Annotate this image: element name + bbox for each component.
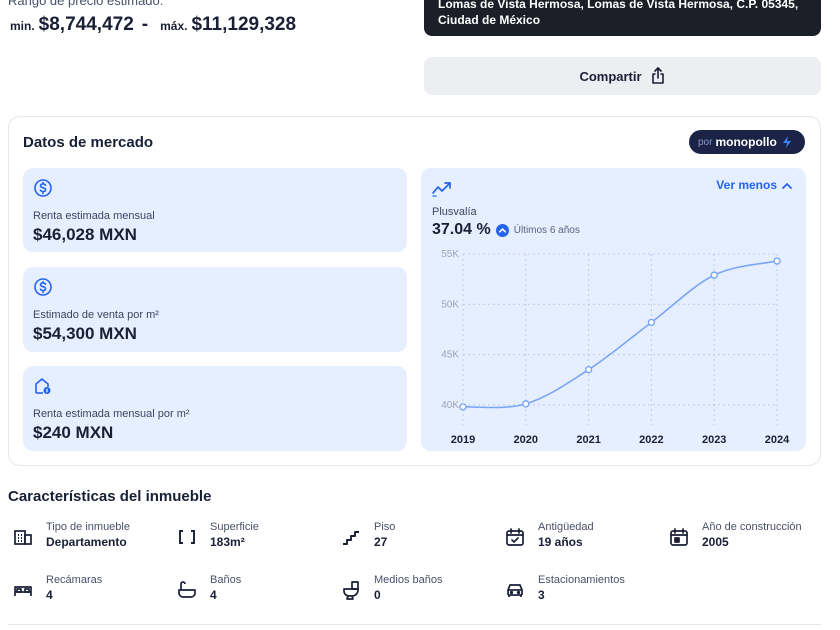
address-line-2: Ciudad de México: [438, 13, 541, 27]
ver-menos-label: Ver menos: [716, 178, 777, 192]
address-line-1: Lomas de Vista Hermosa, Lomas de Vista H…: [438, 0, 799, 11]
min-price: $8,744,472: [38, 14, 134, 35]
max-prefix: máx.: [160, 19, 188, 33]
building-icon: [14, 530, 32, 545]
feature-label: Piso: [374, 521, 396, 533]
plusvalia-chart: 40K 45K 50K 55K 2019 2020 2021 2022 2023 2024: [441, 249, 790, 446]
section-divider: [8, 624, 821, 625]
x-tick-label: 2024: [765, 434, 790, 446]
x-tick-label: 2021: [576, 434, 600, 446]
chevron-up-icon: [782, 182, 792, 189]
feature-value: 19 años: [538, 535, 583, 549]
bolt-icon: [782, 136, 791, 148]
feature-label: Superficie: [210, 521, 259, 533]
feature-half-baths: Medios baños 0: [340, 573, 443, 603]
market-data-title: Datos de mercado: [23, 134, 154, 151]
share-button[interactable]: Compartir: [424, 57, 821, 95]
area-bracket-icon: [179, 530, 195, 544]
card-value: $46,028 MXN: [33, 225, 137, 244]
plusvalia-card: Ver menos Plusvalía 37.04 % Últimos 6 añ…: [421, 168, 806, 451]
card-label: Estimado de venta por m²: [33, 309, 159, 321]
calendar-icon: [670, 528, 688, 546]
share-label: Compartir: [579, 68, 642, 84]
data-point: [710, 271, 718, 279]
x-tick-label: 2022: [639, 434, 663, 446]
feature-parking: Estacionamientos 3: [504, 573, 625, 603]
feature-age: Antigüedad 19 años: [504, 520, 594, 550]
feature-label: Antigüedad: [538, 521, 594, 533]
trend-up-icon: [432, 182, 451, 197]
plusvalia-label: Plusvalía: [432, 206, 477, 218]
data-point: [647, 318, 656, 327]
card-label: Renta estimada mensual: [33, 210, 155, 222]
data-point: [459, 403, 467, 411]
data-point: [773, 257, 781, 265]
feature-value: 183m²: [210, 535, 245, 549]
max-price: $11,129,328: [191, 14, 297, 35]
price-separator: -: [141, 14, 149, 35]
sale-per-m2-card: Estimado de venta por m² $54,300 MXN: [23, 267, 407, 352]
feature-construction-year: Año de construcción 2005: [668, 520, 802, 550]
data-point: [522, 400, 530, 408]
feature-label: Tipo de inmueble: [46, 521, 130, 533]
card-value: $54,300 MXN: [33, 324, 137, 343]
plusvalia-period: Últimos 6 años: [513, 224, 580, 236]
car-icon: [507, 584, 523, 597]
feature-label: Medios baños: [374, 574, 443, 586]
feature-label: Estacionamientos: [538, 574, 625, 586]
stairs-icon: [343, 531, 359, 545]
feature-value: 2005: [702, 535, 729, 549]
arrow-up-circle-icon: [495, 223, 509, 237]
calendar-check-icon: [506, 528, 524, 546]
feature-label: Año de construcción: [702, 521, 802, 533]
feature-bathrooms: Baños 4: [176, 573, 241, 603]
share-icon: [651, 67, 664, 84]
card-label: Renta estimada mensual por m²: [33, 408, 190, 420]
series-line: [462, 260, 778, 409]
feature-label: Baños: [210, 574, 242, 586]
min-prefix: min.: [10, 19, 35, 33]
feature-floor: Piso 27: [340, 520, 395, 550]
feature-value: 0: [374, 588, 381, 602]
feature-bedrooms: Recámaras 4: [12, 573, 102, 603]
provider-badge: por monopollo: [689, 130, 805, 154]
y-tick-label: 45K: [441, 350, 459, 361]
y-tick-label: 50K: [441, 299, 459, 310]
toilet-icon: [343, 581, 359, 600]
location-card[interactable]: Lomas de Vista Hermosa, Lomas de Vista H…: [424, 0, 821, 36]
badge-prefix: por: [698, 136, 713, 148]
feature-value: Departamento: [46, 535, 127, 549]
bed-icon: [14, 586, 32, 596]
dollar-circle-icon: [34, 179, 52, 197]
dollar-circle-icon: [34, 278, 52, 296]
rent-monthly-card: Renta estimada mensual $46,028 MXN: [23, 168, 407, 252]
house-dollar-icon: [35, 378, 51, 394]
price-range: min. $8,744,472 - máx. $11,129,328: [10, 14, 296, 36]
x-tick-label: 2020: [514, 434, 538, 446]
feature-property-type: Tipo de inmueble Departamento: [12, 520, 130, 550]
x-tick-label: 2023: [702, 434, 726, 446]
x-tick-label: 2019: [451, 434, 475, 446]
badge-brand: monopollo: [715, 135, 777, 149]
market-data-panel: Datos de mercado por monopollo Renta est…: [8, 116, 821, 466]
y-tick-label: 55K: [441, 249, 459, 260]
y-tick-label: 40K: [441, 400, 459, 411]
rent-per-m2-card: Renta estimada mensual por m² $240 MXN: [23, 366, 407, 451]
feature-value: 4: [46, 588, 53, 602]
plusvalia-summary: 37.04 % Últimos 6 años: [432, 221, 580, 239]
feature-surface: Superficie 183m²: [176, 520, 259, 550]
ver-menos-toggle[interactable]: Ver menos: [716, 178, 792, 192]
card-value: $240 MXN: [33, 423, 114, 442]
price-range-label: Rango de precio estimado:: [8, 0, 164, 8]
bathtub-icon: [178, 581, 196, 598]
feature-value: 3: [538, 588, 545, 602]
feature-value: 27: [374, 535, 388, 549]
feature-label: Recámaras: [46, 574, 103, 586]
data-point: [584, 365, 593, 374]
characteristics-title: Características del inmueble: [8, 488, 212, 505]
feature-value: 4: [210, 588, 217, 602]
plusvalia-percent: 37.04 %: [432, 221, 491, 238]
